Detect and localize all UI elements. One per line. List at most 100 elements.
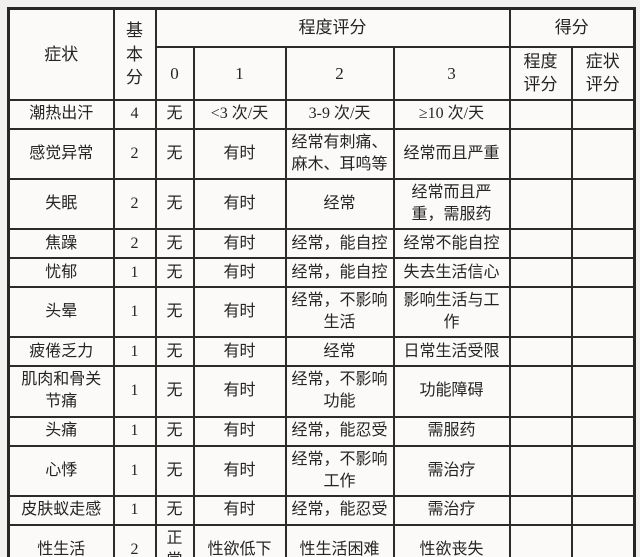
- level-0-cell: 无: [154, 415, 195, 447]
- level-1-cell: 有时: [192, 228, 287, 260]
- table-header: 症状 基本分 程度评分 得分 0 1 2 3 程度 评分 症状 评分: [7, 7, 636, 101]
- base-score-cell: 1: [112, 286, 157, 339]
- level-1-cell: <3 次/天: [192, 98, 287, 130]
- symptom-cell: 潮热出汗: [7, 98, 115, 130]
- base-score-cell: 2: [112, 178, 157, 231]
- level-1-cell: 有时: [192, 415, 287, 447]
- header-level-0: 0: [154, 46, 195, 101]
- level-2-cell: 经常，能自控: [284, 228, 395, 260]
- level-1-cell: 有时: [192, 257, 287, 289]
- table-row: 心悸 1 无有时 经常，不影响工作 需治疗: [7, 444, 636, 497]
- symptom-cell: 焦躁: [7, 228, 115, 260]
- level-2-cell: 经常，不影响生活: [284, 286, 395, 339]
- symptom-score-cell: [570, 286, 636, 339]
- table-row: 忧郁 1 无有时 经常，能自控 失去生活信心: [7, 257, 636, 289]
- level-1-cell: 有时: [192, 127, 287, 181]
- level-0-cell: 无: [154, 494, 195, 526]
- symptom-cell: 感觉异常: [7, 127, 115, 181]
- base-score-cell: 1: [112, 415, 157, 447]
- header-level-2: 2: [284, 46, 395, 101]
- symptom-cell: 性生活: [7, 523, 115, 557]
- level-2-cell: 经常，能自控: [284, 257, 395, 289]
- base-score-cell: 2: [112, 228, 157, 260]
- level-1-cell: 有时: [192, 444, 287, 497]
- level-3-cell: 经常而且严重，需服药: [392, 178, 511, 231]
- level-0-cell: 无: [154, 98, 195, 130]
- level-2-cell: 经常，能忍受: [284, 415, 395, 447]
- base-score-cell: 1: [112, 365, 157, 418]
- symptom-score-cell: [570, 98, 636, 130]
- level-3-cell: 失去生活信心: [392, 257, 511, 289]
- level-0-cell: 无: [154, 127, 195, 181]
- level-0-cell: 无: [154, 286, 195, 339]
- header-base-score: 基本分: [112, 7, 157, 101]
- degree-score-cell: [508, 415, 573, 447]
- symptom-cell: 头晕: [7, 286, 115, 339]
- header-row-groups: 症状 基本分 程度评分 得分: [7, 7, 636, 101]
- level-2-cell: 经常，能忍受: [284, 494, 395, 526]
- degree-score-cell: [508, 336, 573, 368]
- level-3-cell: 需服药: [392, 415, 511, 447]
- symptom-score-cell: [570, 336, 636, 368]
- symptom-cell: 肌肉和骨关节痛: [7, 365, 115, 418]
- symptom-score-cell: [570, 365, 636, 418]
- level-3-cell: 需治疗: [392, 444, 511, 497]
- base-score-cell: 1: [112, 494, 157, 526]
- level-2-cell: 经常: [284, 336, 395, 368]
- header-score-group: 得分: [508, 7, 636, 48]
- symptom-score-cell: [570, 257, 636, 289]
- table-row: 性生活2正常性欲低下性生活困难性欲丧失: [7, 523, 636, 557]
- degree-score-cell: [508, 523, 573, 557]
- level-3-cell: 需治疗: [392, 494, 511, 526]
- level-1-cell: 有时: [192, 365, 287, 418]
- symptom-score-cell: [570, 494, 636, 526]
- level-0-cell: 正常: [154, 523, 195, 557]
- symptom-cell: 忧郁: [7, 257, 115, 289]
- table-row: 肌肉和骨关节痛 1 无有时 经常，不影响功能 功能障碍: [7, 365, 636, 418]
- degree-score-cell: [508, 365, 573, 418]
- level-2-cell: 经常，不影响工作: [284, 444, 395, 497]
- level-2-cell: 性生活困难: [284, 523, 395, 557]
- symptom-score-cell: [570, 178, 636, 231]
- header-row-levels: 0 1 2 3 程度 评分 症状 评分: [9, 46, 636, 101]
- symptom-cell: 疲倦乏力: [7, 336, 115, 368]
- header-symptom: 症状: [7, 7, 115, 101]
- degree-score-cell: [508, 257, 573, 289]
- level-3-cell: 性欲丧失: [392, 523, 511, 557]
- level-2-cell: 经常: [284, 178, 395, 231]
- level-3-cell: 经常而且严重: [392, 127, 511, 181]
- table-row: 疲倦乏力 1 无有时 经常 日常生活受限: [7, 336, 636, 368]
- base-score-cell: 1: [112, 336, 157, 368]
- level-0-cell: 无: [154, 365, 195, 418]
- header-level-3: 3: [392, 46, 511, 101]
- level-1-cell: 有时: [192, 178, 287, 231]
- table-row: 失眠 2 无有时 经常 经常而且严重，需服药: [7, 178, 636, 231]
- level-2-cell: 经常，不影响功能: [284, 365, 395, 418]
- header-degree-group: 程度评分: [154, 7, 511, 48]
- symptom-cell: 皮肤蚁走感: [7, 494, 115, 526]
- base-score-cell: 1: [112, 444, 157, 497]
- symptom-cell: 失眠: [7, 178, 115, 231]
- level-0-cell: 无: [154, 257, 195, 289]
- base-score-cell: 2: [112, 127, 157, 181]
- table-row: 感觉异常 2 无有时 经常有刺痛、麻木、耳鸣等 经常而且严重: [7, 127, 636, 181]
- level-3-cell: ≥10 次/天: [392, 98, 511, 130]
- level-0-cell: 无: [154, 228, 195, 260]
- degree-score-cell: [508, 444, 573, 497]
- level-3-cell: 影响生活与工作: [392, 286, 511, 339]
- degree-score-cell: [508, 127, 573, 181]
- header-score-symptom: 症状 评分: [570, 46, 636, 101]
- level-2-cell: 3-9 次/天: [284, 98, 395, 130]
- level-1-cell: 有时: [192, 286, 287, 339]
- symptom-score-cell: [570, 228, 636, 260]
- degree-score-cell: [508, 228, 573, 260]
- degree-score-cell: [508, 178, 573, 231]
- table-row: 头痛 1 无有时 经常，能忍受 需服药: [7, 415, 636, 447]
- level-0-cell: 无: [154, 336, 195, 368]
- level-0-cell: 无: [154, 444, 195, 497]
- base-score-cell: 2: [112, 523, 157, 557]
- symptom-cell: 心悸: [7, 444, 115, 497]
- table-row: 焦躁 2 无有时 经常，能自控 经常不能自控: [7, 228, 636, 260]
- degree-score-cell: [508, 286, 573, 339]
